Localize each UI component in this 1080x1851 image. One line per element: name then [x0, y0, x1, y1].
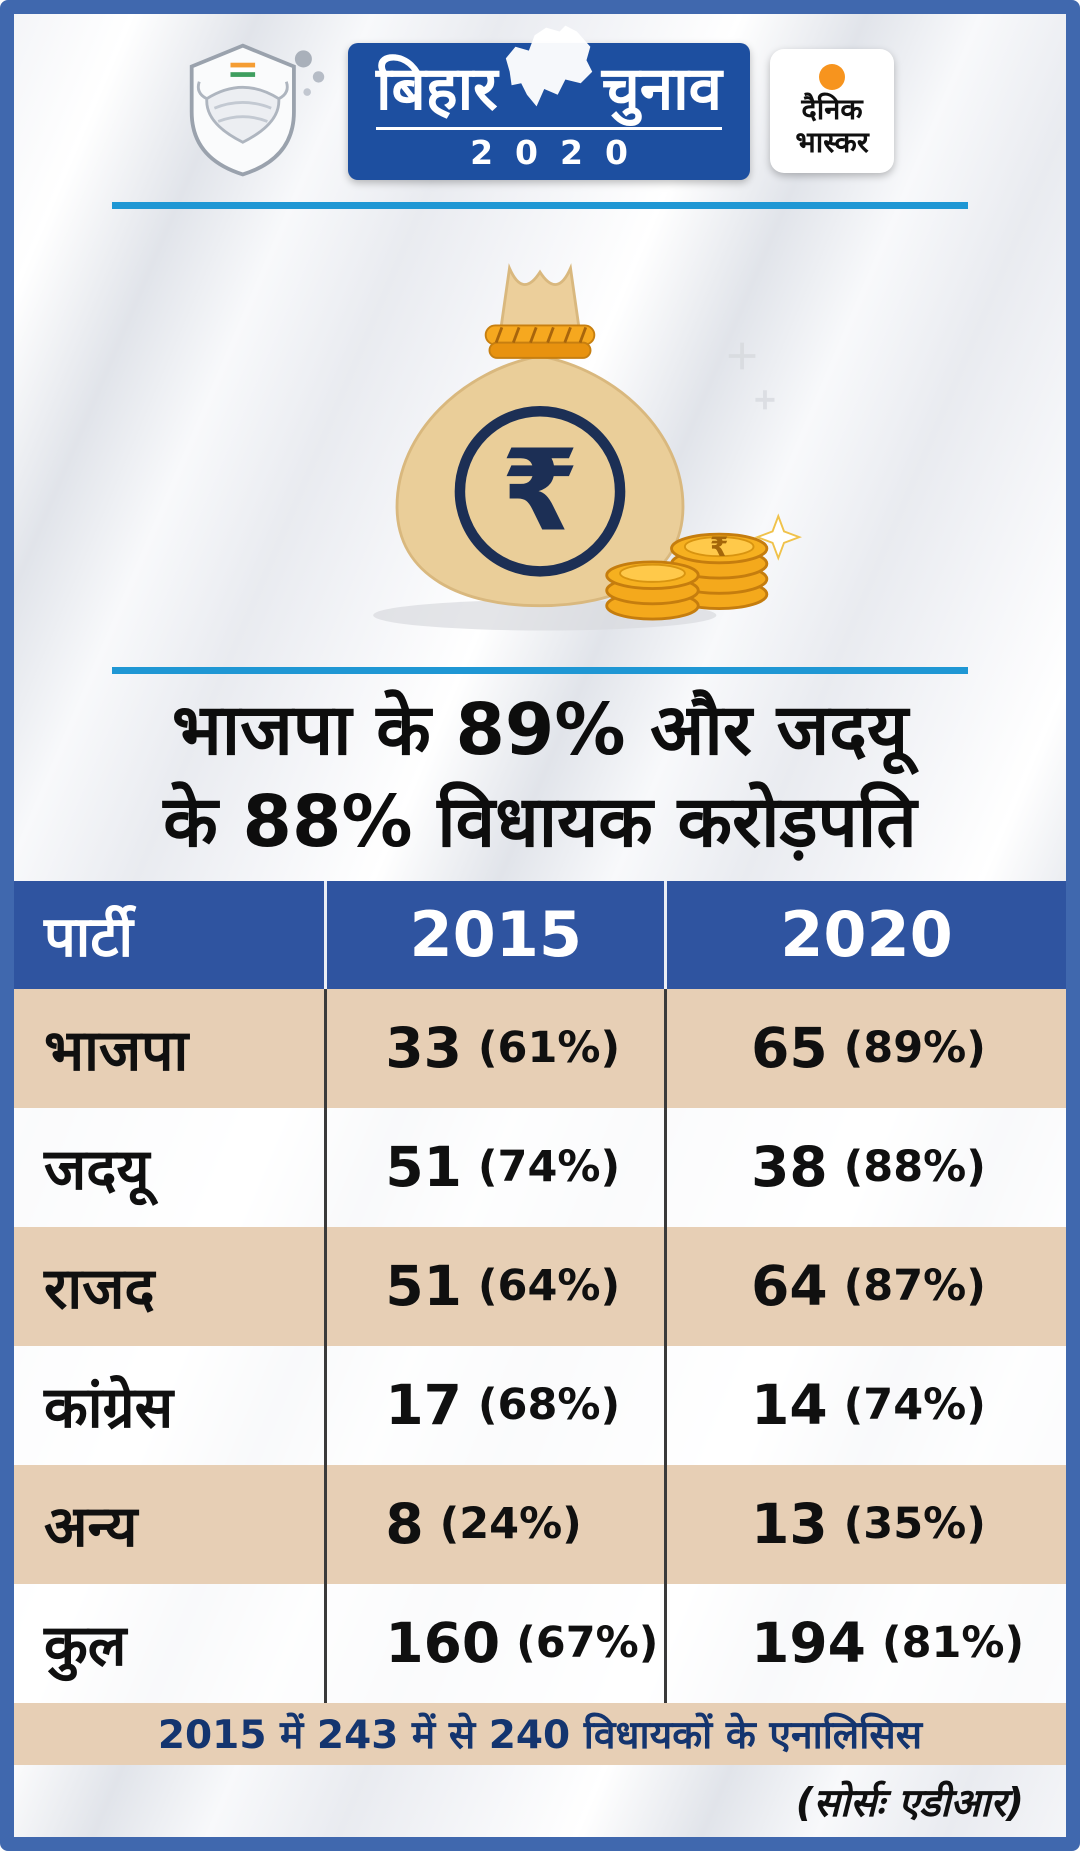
bihar-map-icon [502, 14, 598, 121]
percent-2020: (81%) [881, 1618, 1025, 1669]
masthead-title-right: चुनाव [601, 53, 723, 124]
money-bag-illustration: ₹ ₹ [14, 209, 1066, 661]
header: बिहार चुनाव 2020 दैनिक भास्कर [14, 14, 1066, 196]
masthead-year: 2020 [470, 132, 650, 172]
cell-2015: 160 (67%) [324, 1583, 664, 1703]
party-name: कुल [44, 1613, 127, 1680]
percent-2015: (64%) [477, 1261, 621, 1312]
percent-2020: (89%) [843, 1023, 986, 1074]
table-header: पार्टी 2015 2020 [14, 880, 1066, 989]
value-2015: 8 [385, 1492, 424, 1557]
cell-2015: 8 (24%) [324, 1464, 664, 1584]
masthead-title: बिहार चुनाव [375, 25, 723, 124]
value-2015: 17 [385, 1373, 462, 1438]
money-bag-icon: ₹ ₹ [373, 263, 802, 631]
party-name: भाजपा [44, 1018, 189, 1085]
percent-2015: (74%) [477, 1142, 621, 1193]
value-2020: 13 [751, 1492, 828, 1557]
source-credit: (सोर्सः एडीआर) [795, 1780, 1024, 1826]
value-2015: 160 [385, 1611, 501, 1676]
cell-2020: 14 (74%) [664, 1345, 1066, 1465]
value-2015: 51 [385, 1254, 462, 1319]
analysis-footnote: 2015 में 243 में से 240 विधायकों के एनाल… [14, 1702, 1066, 1765]
table-row: कांग्रेस 17 (68%) 14 (74%) [14, 1345, 1066, 1465]
cell-2020: 194 (81%) [664, 1583, 1066, 1703]
col-header-2015: 2015 [324, 880, 664, 989]
crorepati-table: पार्टी 2015 2020 भाजपा 33 (61%) 65 (89%)… [14, 880, 1066, 1703]
percent-2020: (88%) [843, 1142, 986, 1193]
divider-rule-mid [112, 667, 968, 674]
percent-2020: (87%) [843, 1261, 986, 1312]
cell-2015: 51 (64%) [324, 1226, 664, 1346]
col-header-party: पार्टी [44, 904, 134, 970]
masthead-title-left: बिहार [375, 53, 498, 124]
table-row: जदयू 51 (74%) 38 (88%) [14, 1107, 1066, 1227]
value-2020: 194 [751, 1611, 866, 1676]
party-name: अन्य [44, 1494, 138, 1561]
percent-2020: (35%) [843, 1499, 986, 1550]
value-2020: 64 [751, 1254, 828, 1319]
cell-2015: 17 (68%) [324, 1345, 664, 1465]
value-2020: 14 [751, 1373, 828, 1438]
cell-2020: 64 (87%) [664, 1226, 1066, 1346]
svg-text:₹: ₹ [501, 425, 579, 556]
headline: भाजपा के 89% और जदयू के 88% विधायक करोड़… [14, 684, 1066, 869]
percent-2015: (68%) [477, 1380, 621, 1431]
party-name: राजद [44, 1256, 155, 1323]
table-row: कुल 160 (67%) 194 (81%) [14, 1583, 1066, 1703]
brand-name-line1: दैनिक [801, 92, 863, 127]
cell-2020: 13 (35%) [664, 1464, 1066, 1584]
percent-2015: (24%) [439, 1499, 582, 1550]
party-name: कांग्रेस [44, 1375, 174, 1442]
bhaskar-sun-icon [819, 64, 846, 91]
table-row: भाजपा 33 (61%) 65 (89%) [14, 988, 1066, 1108]
value-2020: 38 [751, 1135, 828, 1200]
party-name: जदयू [44, 1137, 150, 1204]
value-2020: 65 [751, 1016, 828, 1081]
cell-2015: 33 (61%) [324, 988, 664, 1108]
headline-line1: भाजपा के 89% और जदयू [171, 688, 909, 771]
value-2015: 33 [385, 1016, 462, 1081]
table-row: राजद 51 (64%) 64 (87%) [14, 1226, 1066, 1346]
brand-name-line2: भास्कर [795, 124, 869, 159]
cell-2015: 51 (74%) [324, 1107, 664, 1227]
col-header-2020: 2020 [664, 880, 1066, 989]
cell-2020: 65 (89%) [664, 988, 1066, 1108]
headline-line2: के 88% विधायक करोड़पति [163, 780, 917, 864]
percent-2015: (67%) [516, 1618, 659, 1669]
table-row: अन्य 8 (24%) 13 (35%) [14, 1464, 1066, 1584]
masthead: बिहार चुनाव 2020 [347, 25, 751, 180]
percent-2015: (61%) [477, 1023, 621, 1074]
divider-rule-top [112, 202, 968, 209]
cell-2020: 38 (88%) [664, 1107, 1066, 1227]
masthead-divider [375, 126, 723, 130]
percent-2020: (74%) [843, 1380, 986, 1431]
dainik-bhaskar-logo: दैनिक भास्कर [770, 49, 895, 173]
value-2015: 51 [385, 1135, 462, 1200]
svg-text:₹: ₹ [710, 532, 729, 563]
election-mask-icon [186, 36, 328, 186]
